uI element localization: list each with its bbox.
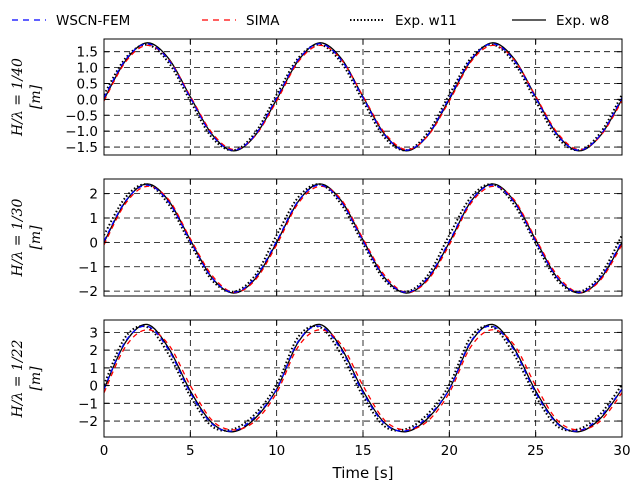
y-axis-unit-0: [m] bbox=[28, 84, 44, 109]
panels: 1.51.00.50.0−0.5−1.0−1.5H/λ = 1/40 [m]210… bbox=[10, 38, 631, 459]
series-exp-w11 bbox=[104, 325, 622, 432]
series-wscn-fem bbox=[104, 43, 622, 151]
y-axis-label-2: H/λ = 1/22 bbox=[10, 339, 26, 418]
xtick-label-3: 15 bbox=[354, 443, 371, 459]
xtick-label-2: 10 bbox=[268, 443, 285, 459]
legend-label-2: Exp. w11 bbox=[395, 13, 457, 29]
xtick-label-1: 5 bbox=[186, 443, 195, 459]
ytick-label-5: −1.0 bbox=[65, 124, 98, 140]
y-axis-unit-2: [m] bbox=[28, 366, 44, 391]
y-axis-label-1: H/λ = 1/30 bbox=[10, 198, 26, 277]
ytick-label-3: 0.0 bbox=[77, 92, 98, 108]
xtick-label-6: 30 bbox=[613, 443, 630, 459]
series-wscn-fem bbox=[104, 325, 622, 432]
series-wscn-fem bbox=[104, 184, 622, 293]
series-group bbox=[104, 42, 622, 152]
y-axis-unit-1: [m] bbox=[28, 225, 44, 250]
ytick-label-0: 2 bbox=[89, 187, 98, 203]
ytick-label-4: −1 bbox=[78, 396, 98, 412]
xtick-label-4: 20 bbox=[441, 443, 458, 459]
legend-label-0: WSCN-FEM bbox=[56, 13, 130, 29]
x-axis-label: Time [s] bbox=[332, 464, 394, 482]
ytick-label-6: −1.5 bbox=[65, 140, 98, 156]
ytick-label-5: −2 bbox=[78, 414, 98, 430]
ytick-label-4: −0.5 bbox=[65, 108, 98, 124]
series-exp-w11 bbox=[104, 43, 622, 152]
ytick-label-3: −1 bbox=[78, 260, 98, 276]
y-axis-label-0: H/λ = 1/40 bbox=[10, 58, 26, 137]
legend-label-3: Exp. w8 bbox=[556, 13, 609, 29]
xtick-label-0: 0 bbox=[100, 443, 109, 459]
series-sima bbox=[104, 185, 622, 294]
series-exp-w8 bbox=[104, 323, 622, 433]
ytick-label-4: −2 bbox=[78, 284, 98, 300]
series-group bbox=[104, 183, 622, 294]
ytick-label-0: 3 bbox=[89, 325, 98, 341]
panel-0: 1.51.00.50.0−0.5−1.0−1.5 H/λ = 1/40 [m] bbox=[10, 38, 623, 156]
series-exp-w11 bbox=[104, 183, 622, 293]
panel-1: 2 1 0 −1 −2 H/λ = 1/30 [m] bbox=[10, 178, 623, 300]
series-group bbox=[104, 323, 622, 433]
ytick-label-3: 0 bbox=[89, 379, 98, 395]
ytick-label-1: 1 bbox=[89, 211, 98, 227]
legend: WSCN-FEM SIMA Exp. w11 Exp. w8 bbox=[12, 13, 609, 29]
ytick-label-1: 2 bbox=[89, 343, 98, 359]
xtick-label-5: 25 bbox=[527, 443, 544, 459]
legend-label-1: SIMA bbox=[246, 13, 280, 29]
ytick-label-0: 1.5 bbox=[77, 45, 98, 61]
ytick-label-2: 0.5 bbox=[77, 76, 98, 92]
ytick-label-1: 1.0 bbox=[77, 61, 98, 77]
ytick-label-2: 0 bbox=[89, 235, 98, 251]
plot-frame bbox=[103, 178, 623, 297]
ytick-label-2: 1 bbox=[89, 361, 98, 377]
